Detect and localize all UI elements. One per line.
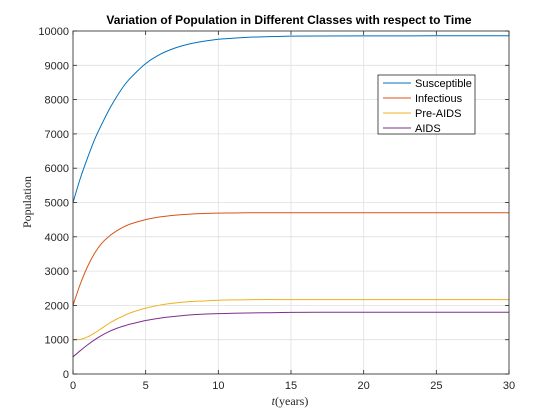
series-line-infectious: [72, 212, 509, 306]
y-tick-label: 3000: [45, 266, 69, 278]
series-line-aids: [72, 311, 509, 358]
y-tick-label: 4000: [45, 232, 69, 244]
y-tick-label: 7000: [45, 129, 69, 141]
legend: Susceptible Infectious Pre-AIDS AIDS: [377, 74, 476, 135]
y-tick-label: 1000: [45, 335, 69, 347]
x-tick-label: 25: [430, 380, 442, 392]
x-tick-label: 20: [358, 380, 370, 392]
series-line-susceptible: [72, 35, 510, 203]
x-axis-label-variable: t: [272, 394, 276, 408]
y-axis-label: Population: [20, 176, 34, 228]
x-tick-label: 30: [503, 380, 515, 392]
legend-label-susceptible: Susceptible: [415, 78, 472, 90]
x-tick-label: 10: [212, 380, 224, 392]
legend-label-infectious: Infectious: [415, 93, 463, 105]
x-tick-label: 15: [285, 380, 297, 392]
series-lines: [72, 35, 510, 358]
series-line-pre-aids: [72, 299, 509, 341]
y-tick-label: 10000: [38, 26, 69, 38]
x-axis-label-unit: (years): [275, 394, 308, 408]
y-tick-label: 2000: [45, 300, 69, 312]
legend-label-aids: AIDS: [415, 123, 441, 135]
x-tick-label: 0: [70, 380, 76, 392]
legend-label-pre-aids: Pre-AIDS: [415, 108, 461, 120]
chart-title: Variation of Population in Different Cla…: [106, 13, 472, 27]
y-tick-label: 6000: [45, 163, 69, 175]
y-tick-label: 5000: [45, 198, 69, 210]
tick-labels: 0 5 10 15 20 25 30 0 1000 2000 3000 4000 5000 6000 700…: [38, 26, 515, 392]
axis-ticks: [72, 30, 510, 375]
y-tick-label: 8000: [45, 95, 69, 107]
y-tick-label: 0: [63, 369, 69, 381]
y-tick-label: 9000: [45, 60, 69, 72]
legend-box: [377, 74, 476, 135]
x-axis-label: t(years): [272, 394, 309, 408]
x-tick-label: 5: [143, 380, 149, 392]
